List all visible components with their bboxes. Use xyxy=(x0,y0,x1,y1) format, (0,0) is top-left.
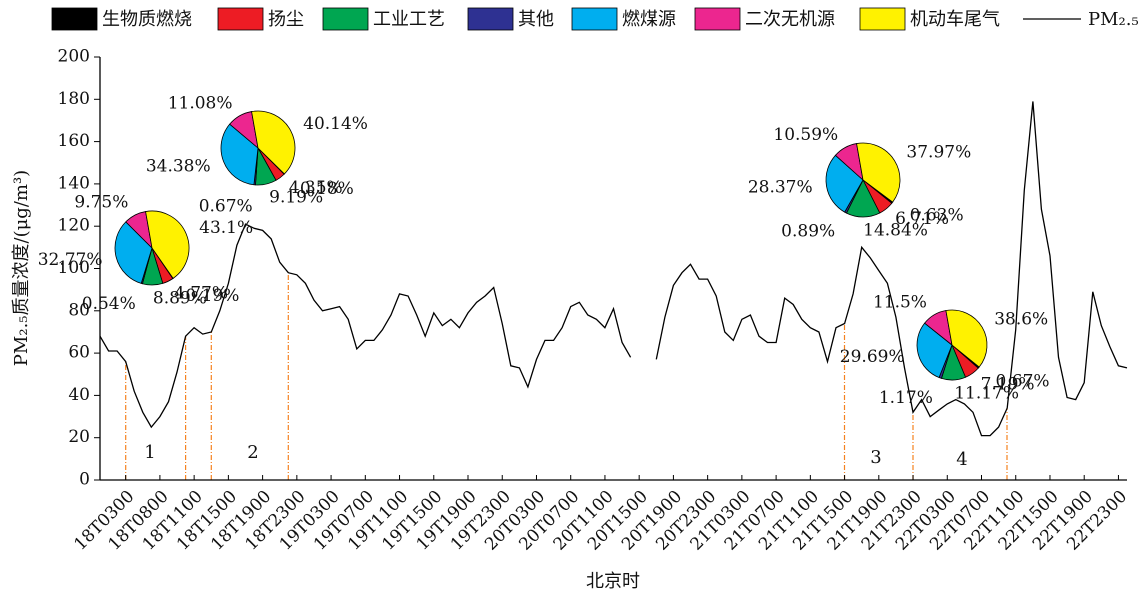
legend-label: 扬尘 xyxy=(268,9,304,30)
pie-label: 32.77% xyxy=(38,250,103,270)
y-tick-label: 20 xyxy=(68,427,90,447)
pie-slice xyxy=(145,210,190,279)
pie-label: 0.19% xyxy=(185,286,239,306)
legend-swatch xyxy=(217,7,264,31)
pie-slice xyxy=(945,309,988,368)
legend-label: 工业工艺 xyxy=(373,9,445,30)
pie-slice xyxy=(916,322,953,379)
period-dividers xyxy=(125,272,1008,480)
pie-label: 0.18% xyxy=(300,179,354,199)
x-axis-title: 北京时 xyxy=(586,571,640,592)
y-tick-label: 0 xyxy=(79,470,90,490)
legend-label: 生物质燃烧 xyxy=(102,9,192,30)
pie-label: 14.84% xyxy=(863,220,928,240)
y-tick-label: 60 xyxy=(68,343,90,363)
pie-slice xyxy=(825,154,864,213)
pie-label: 38.6% xyxy=(994,310,1048,330)
legend-swatch xyxy=(51,7,98,31)
pie-label: 29.69% xyxy=(840,347,905,367)
period-label: 3 xyxy=(870,447,881,468)
legend-label: 二次无机源 xyxy=(745,9,835,30)
pie xyxy=(220,110,296,186)
legend-swatch xyxy=(571,7,618,31)
pie-label: 43.1% xyxy=(199,218,253,238)
legend-label: 其他 xyxy=(518,9,554,30)
legend-swatch xyxy=(859,7,906,31)
period-label: 2 xyxy=(247,442,258,463)
period-label: 4 xyxy=(956,449,967,470)
pie-label: 0.63% xyxy=(910,206,964,226)
legend-swatch xyxy=(694,7,741,31)
pie-label: 6.71% xyxy=(895,209,949,229)
pie-label: 9.19% xyxy=(269,187,323,207)
pie-label: 8.89% xyxy=(153,288,207,308)
pie-label: 0.67% xyxy=(996,371,1050,391)
y-tick-label: 80 xyxy=(68,300,90,320)
pie-label: 10.59% xyxy=(773,125,838,145)
pie-label: 0.89% xyxy=(781,222,835,242)
legend-label: 燃煤源 xyxy=(622,9,676,30)
period-label: 1 xyxy=(144,442,155,463)
pie-label: 11.17% xyxy=(954,383,1019,403)
pie-label: 4.77% xyxy=(174,283,228,303)
pie-label: 7.19% xyxy=(981,374,1035,394)
y-tick-label: 140 xyxy=(58,173,90,193)
pm25-line xyxy=(99,101,1128,437)
pie-label: 37.97% xyxy=(906,143,971,163)
pie-label: 11.08% xyxy=(168,93,233,113)
y-tick-label: 40 xyxy=(68,385,90,405)
legend-label: PM₂.₅ xyxy=(1088,9,1139,30)
pie-label: 0.67% xyxy=(199,196,253,216)
y-tick-label: 180 xyxy=(58,89,90,109)
y-tick-label: 200 xyxy=(58,47,90,67)
pie-label: 1.17% xyxy=(879,388,933,408)
y-tick-label: 120 xyxy=(58,216,90,236)
pie-label: 0.54% xyxy=(82,294,136,314)
pie-slice xyxy=(251,110,296,175)
y-tick-label: 160 xyxy=(58,131,90,151)
pie-label: 4.35% xyxy=(289,178,343,198)
y-tick-label: 100 xyxy=(58,258,90,278)
pie xyxy=(114,210,190,286)
y-axis-title: PM₂.₅质量浓度/(μg/m³) xyxy=(11,170,32,366)
pie-label: 34.38% xyxy=(146,156,211,176)
pie-label: 9.75% xyxy=(74,192,128,212)
pie-slice xyxy=(220,123,259,186)
pie-label: 28.37% xyxy=(748,178,813,198)
pie xyxy=(916,309,988,381)
pie-label: 40.14% xyxy=(303,114,368,134)
legend-swatch xyxy=(467,7,514,31)
legend-swatch xyxy=(322,7,369,31)
pie-slice xyxy=(114,221,153,284)
legend-label: 机动车尾气 xyxy=(910,9,1000,30)
pie-label: 11.5% xyxy=(873,292,927,312)
pie-slice xyxy=(856,142,901,203)
pie xyxy=(825,142,901,218)
